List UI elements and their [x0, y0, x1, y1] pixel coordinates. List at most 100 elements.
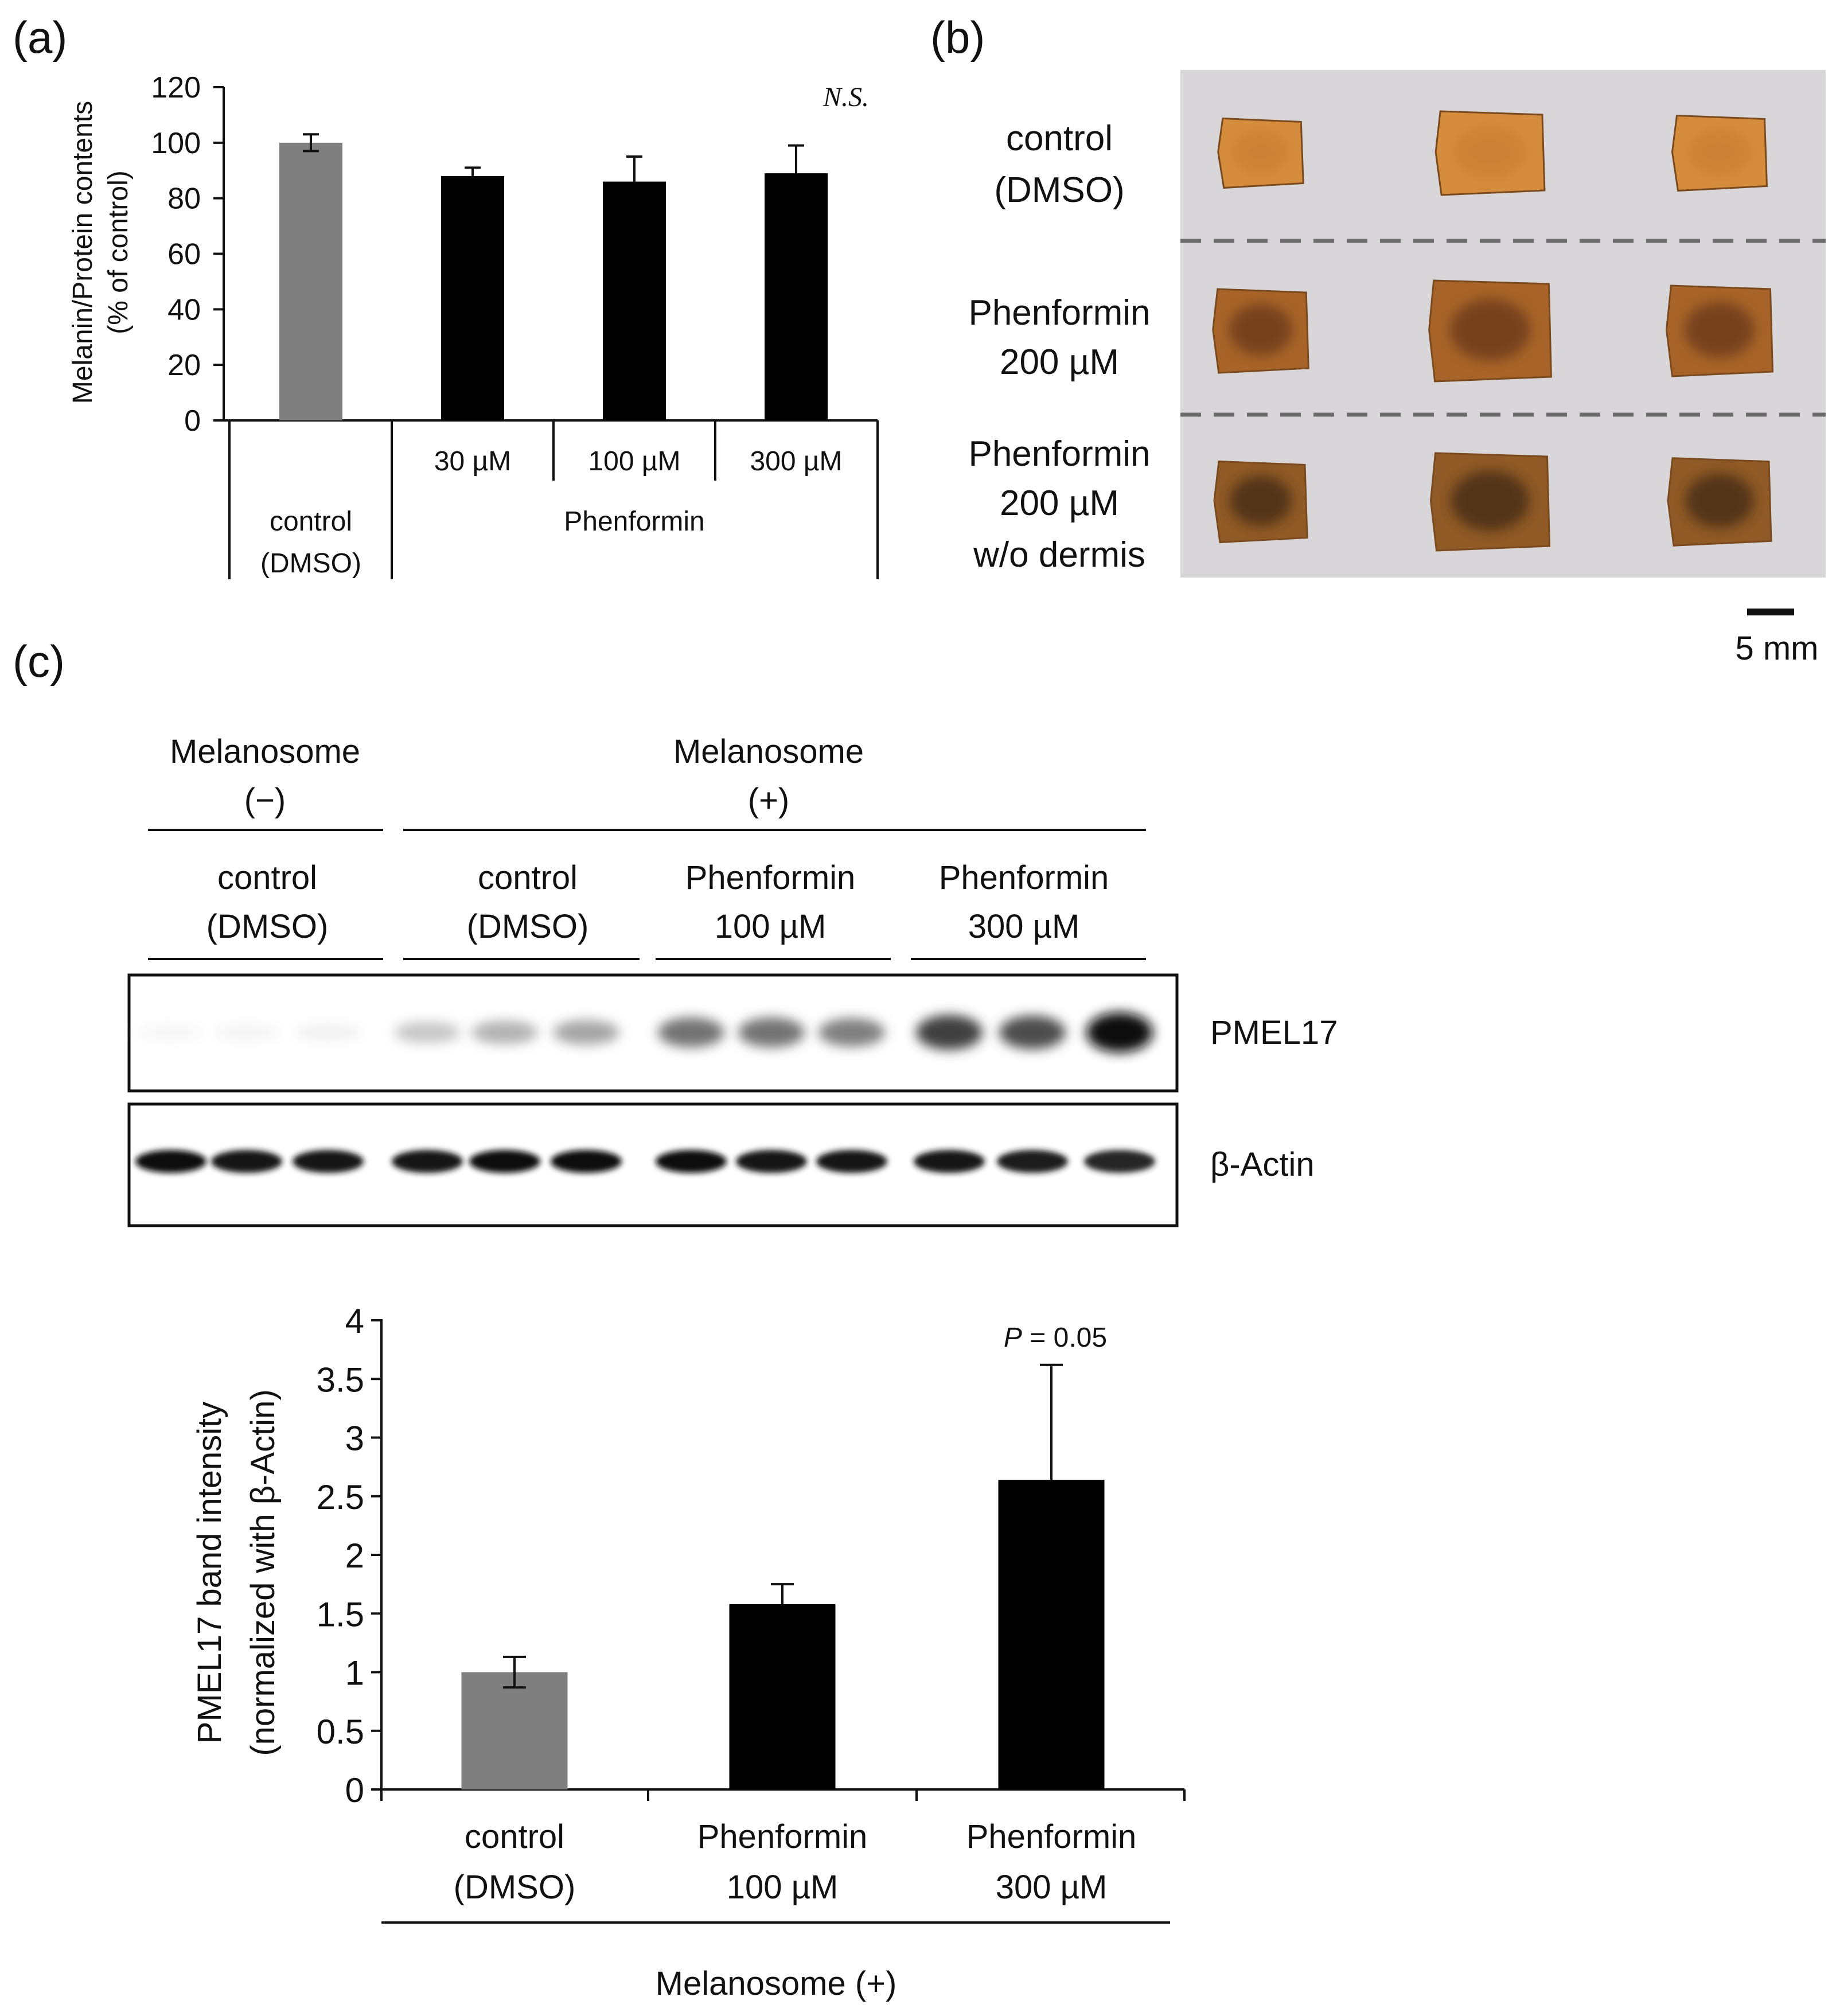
chart-c-bar — [998, 1480, 1105, 1789]
blot-group-label: Melanosome — [673, 733, 864, 770]
actin-bands — [135, 1150, 1155, 1173]
actin-band — [135, 1150, 206, 1173]
actin-band — [469, 1150, 540, 1173]
chart-c-y-tick-label: 3 — [345, 1420, 364, 1458]
blot-condition-label: (DMSO) — [206, 908, 329, 945]
chart-a-y-tick-label: 100 — [151, 127, 201, 160]
chart-c-ylabel: PMEL17 band intensity — [191, 1402, 228, 1744]
pmel17-band — [213, 1024, 280, 1041]
blot-condition-label: control — [217, 859, 317, 896]
chart-a-y-tick-label: 20 — [167, 349, 201, 382]
chart-a: Melanin/Protein contents (% of control) … — [68, 71, 879, 579]
chart-c-x-label: (DMSO) — [454, 1869, 576, 1906]
blot-condition-label: 300 µM — [968, 908, 1080, 945]
panel-b-label: (b) — [930, 12, 985, 63]
chart-a-dose-label: 100 µM — [588, 446, 680, 477]
blot-group-label: (−) — [244, 782, 286, 819]
pmel17-band — [818, 1018, 885, 1047]
blot-condition-label: 100 µM — [715, 908, 827, 945]
chart-a-bars — [279, 133, 828, 421]
chart-a-y-tick-label: 120 — [151, 71, 201, 104]
pmel17-band — [471, 1020, 538, 1044]
photo-row-label: w/o dermis — [973, 535, 1145, 575]
pmel17-band — [999, 1015, 1066, 1050]
tissue-pigment — [1454, 126, 1526, 178]
chart-a-y-tick-label: 80 — [167, 182, 201, 216]
scale-bar-label: 5 mm — [1736, 630, 1819, 667]
pmel17-band — [394, 1021, 461, 1043]
photo-row-label: 200 µM — [1000, 342, 1119, 382]
tissue-pigment — [1232, 130, 1289, 174]
actin-band — [736, 1150, 807, 1173]
chart-a-group-label: Phenformin — [564, 506, 704, 537]
tissue-pigment — [1449, 299, 1531, 361]
blot-row-label: β-Actin — [1210, 1146, 1315, 1183]
chart-c-y-tick-label: 0.5 — [317, 1713, 364, 1751]
chart-c-x-label: 100 µM — [727, 1869, 839, 1906]
actin-band — [392, 1150, 463, 1173]
tissue-pigment — [1451, 470, 1530, 531]
pmel17-band — [738, 1017, 805, 1048]
chart-c-bar — [461, 1672, 568, 1789]
pmel17-band — [553, 1020, 619, 1045]
actin-band — [816, 1150, 887, 1173]
actin-band — [914, 1150, 985, 1173]
chart-c-y-tick-label: 2.5 — [317, 1478, 364, 1516]
chart-c-y-tick-label: 2 — [345, 1537, 364, 1575]
blot-condition-label: control — [478, 859, 578, 896]
chart-a-bar — [441, 176, 504, 420]
chart-c-annotation: P = 0.05 — [1004, 1323, 1107, 1353]
chart-c-y-ticks: 0 0.5 1 1.5 2 2.5 3 3.5 4 — [317, 1302, 381, 1810]
blot-condition-label: Phenformin — [685, 859, 856, 896]
photo-row-label: Phenformin — [968, 434, 1150, 474]
actin-band — [997, 1150, 1068, 1173]
tissue-pigment — [1685, 474, 1754, 528]
photo-row-label: control — [1006, 119, 1113, 158]
chart-c-y-tick-label: 3.5 — [317, 1360, 364, 1399]
chart-c-bars — [461, 1363, 1105, 1789]
actin-band — [656, 1150, 727, 1173]
chart-a-annotation: N.S. — [823, 82, 869, 112]
panel-c-label: (c) — [13, 636, 65, 687]
panel-a-label: (a) — [13, 12, 67, 63]
chart-c-x-ticks — [380, 1789, 1186, 1801]
chart-c-x-label: Phenformin — [966, 1818, 1137, 1855]
pmel17-band — [658, 1017, 724, 1048]
chart-a-ylabel-2: (% of control) — [103, 170, 134, 334]
western-blot: Melanosome (−) Melanosome (+) control (D… — [127, 733, 1338, 1227]
chart-c-y-tick-label: 1.5 — [317, 1595, 364, 1633]
chart-a-y-ticks: 0 20 40 60 80 100 120 — [151, 71, 224, 438]
blot-condition-label: Phenformin — [939, 859, 1109, 896]
photo-row-label: 200 µM — [1000, 483, 1119, 523]
tissue-pigment — [1229, 304, 1292, 356]
chart-a-y-tick-label: 0 — [184, 404, 201, 438]
chart-c-y-tick-label: 4 — [345, 1302, 364, 1340]
pmel17-band — [1086, 1012, 1153, 1052]
chart-c-x-labels: control (DMSO) Phenformin 100 µM Phenformin 3… — [454, 1818, 1137, 1906]
tissue-photo: control (DMSO) Phenformin 200 µM Phenfor… — [968, 70, 1826, 667]
chart-a-bar — [765, 173, 828, 420]
chart-c-y-tick-label: 1 — [345, 1654, 364, 1693]
chart-a-dose-label: 30 µM — [434, 446, 511, 477]
pmel17-band — [916, 1015, 983, 1050]
tissue-pigment — [1688, 128, 1751, 176]
tissue-samples — [1212, 110, 1774, 552]
pmel17-band — [138, 1024, 204, 1041]
actin-band — [211, 1150, 282, 1173]
chart-c-bar — [729, 1604, 836, 1789]
chart-c-ylabel-2: (normalized with β-Actin) — [244, 1389, 282, 1756]
blot-group-label: Melanosome — [170, 733, 360, 770]
chart-a-bar — [603, 181, 666, 420]
chart-a-ylabel: Melanin/Protein contents — [68, 101, 98, 404]
actin-band — [551, 1150, 622, 1173]
chart-a-control-label: (DMSO) — [260, 548, 361, 579]
chart-a-dose-label: 300 µM — [750, 446, 842, 477]
blot-row-label: PMEL17 — [1210, 1014, 1338, 1051]
tissue-pigment — [1230, 475, 1292, 526]
chart-c-x-label: 300 µM — [996, 1869, 1108, 1906]
blot-group-label: (+) — [748, 782, 790, 819]
tissue-pigment — [1684, 302, 1755, 358]
chart-c-x-label: control — [465, 1818, 564, 1855]
chart-c-group-label: Melanosome (+) — [656, 1965, 897, 2002]
